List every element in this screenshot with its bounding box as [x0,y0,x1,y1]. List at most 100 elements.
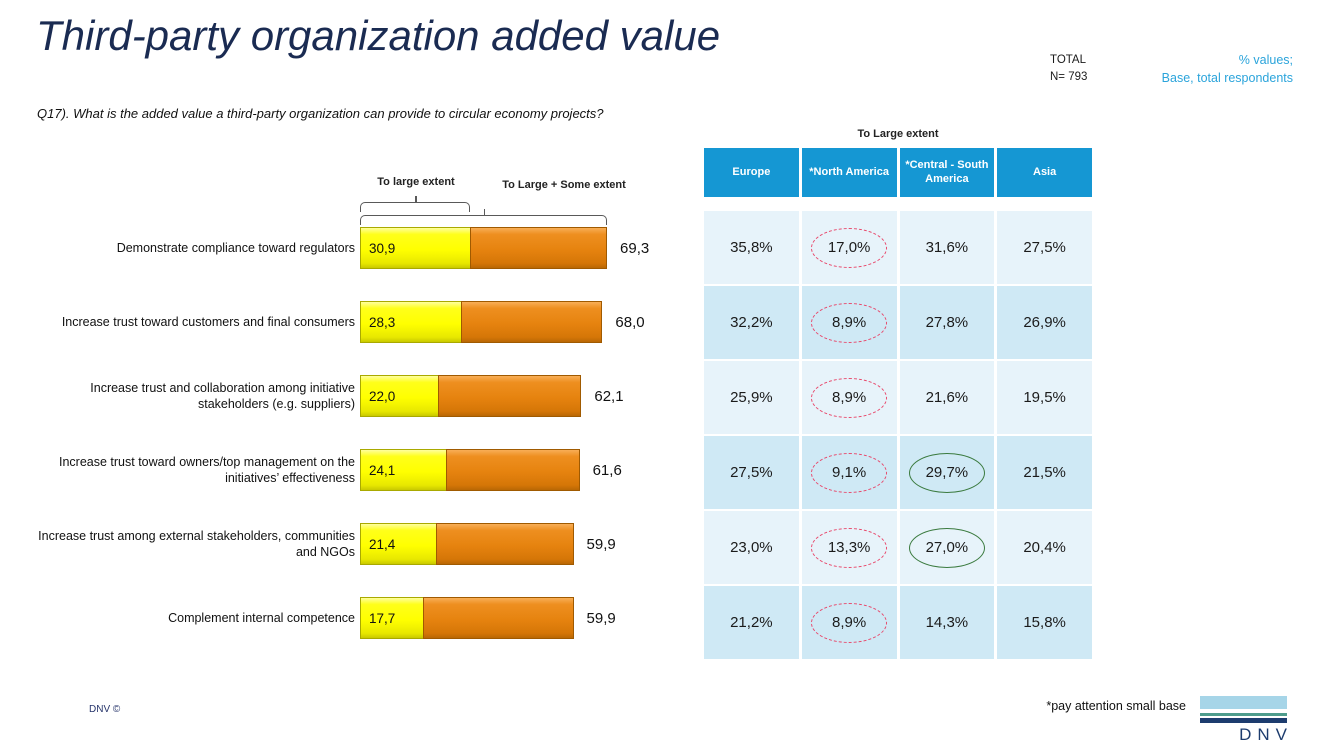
table-cell-value: 32,2% [730,314,773,331]
table-cell-value: 21,5% [1023,464,1066,481]
table-cell: 27,0% [899,511,995,584]
dnv-logo-navy-line [1200,718,1287,723]
bar-segment-some-extent [438,375,582,417]
bar-segment-to-large-extent: 24,1 [360,449,446,491]
table-cell: 21,2% [704,586,799,659]
table-cell: 26,9% [997,286,1092,359]
table-cell-value: 14,3% [925,614,969,631]
green-solid-ellipse [908,452,985,493]
red-dashed-ellipse [811,377,888,418]
table-cell-value: 21,6% [925,389,969,406]
bracket-to-large-extent [360,196,471,212]
bar-segment-some-extent [423,597,574,639]
values-note-line1: % values; [1238,53,1293,67]
bar-category-label: Increase trust toward owners/top managem… [59,454,355,485]
bar-category-label: Demonstrate compliance toward regulators [116,240,355,255]
bar-value-label: 28,3 [369,314,396,330]
table-cell-value: 26,9% [1023,314,1066,331]
table-cell-value: 27,5% [1023,239,1066,256]
region-table-body: 35,8% 17,0% 31,6% 27,5% 32,2% 8,9% 27,8% 26,9% 2… [704,211,1092,659]
page-title: Third-party organization added value [36,12,721,59]
bar-row: Demonstrate compliance toward regulators… [30,211,695,285]
red-dashed-ellipse [811,602,888,643]
table-cell: 8,9% [801,586,897,659]
table-cell-value: 19,5% [1023,389,1066,406]
bar-segment-to-large-extent: 22,0 [360,375,439,417]
bar-segment-to-large-extent: 30,9 [360,227,471,269]
bar-category-label: Increase trust toward customers and fina… [61,314,355,329]
values-note: % values; Base, total respondents [1162,52,1293,87]
bar-value-label: 24,1 [369,462,396,478]
table-cell: 23,0% [704,511,799,584]
bar-total-label: 69,3 [620,239,650,257]
table-cell: 8,9% [801,286,897,359]
table-cell-value: 21,2% [730,614,773,631]
table-title: To Large extent [857,128,939,140]
legend-to-large-plus-some-extent: To Large + Some extent [502,179,626,191]
table-cell: 9,1% [801,436,897,509]
table-cell: 27,5% [997,211,1092,284]
bar-area: 28,3 68,0 [360,301,645,343]
table-header-cell: *Central - South America [899,148,995,197]
table-cell: 32,2% [704,286,799,359]
bar-area: 30,9 69,3 [360,227,649,269]
red-dashed-ellipse [811,227,888,268]
dnv-logo-wordmark: DNV [1239,725,1293,744]
dnv-logo-teal-line [1200,713,1287,716]
values-note-line2: Base, total respondents [1161,70,1293,85]
bar-segment-to-large-extent: 17,7 [360,597,424,639]
table-header-cell: *North America [801,148,897,197]
table-cell-value: 25,9% [730,389,773,406]
table-cell: 27,5% [704,436,799,509]
table-cell: 13,3% [801,511,897,584]
bar-value-label: 22,0 [369,388,396,404]
region-table-header: Europe *North America *Central - South Ame… [704,148,1092,197]
footnote-small-base: *pay attention small base [1046,699,1186,713]
red-dashed-ellipse [811,527,888,568]
bar-row: Increase trust and collaboration among i… [30,359,695,433]
bar-row: Increase trust toward customers and fina… [30,285,695,359]
bar-category-label: Complement internal competence [168,610,355,625]
table-cell-value: 31,6% [925,239,969,256]
green-solid-ellipse [908,527,985,568]
bar-segment-some-extent [445,449,580,491]
table-cell: 27,8% [899,286,995,359]
bar-total-label: 68,0 [615,313,645,331]
bar-category-label: Increase trust and collaboration among i… [90,380,355,411]
table-header-cell: Asia [997,148,1092,197]
total-respondents-block: TOTAL N= 793 [1050,52,1087,85]
dnv-logo-lightblue-bar [1200,696,1287,709]
table-cell: 31,6% [899,211,995,284]
table-cell: 20,4% [997,511,1092,584]
question-text: Q17). What is the added value a third-pa… [37,106,604,121]
table-cell: 21,5% [997,436,1092,509]
bar-category-label: Increase trust among external stakeholde… [38,528,355,559]
bar-total-label: 61,6 [592,461,622,479]
bar-area: 21,4 59,9 [360,523,616,565]
bar-area: 22,0 62,1 [360,375,624,417]
table-cell: 25,9% [704,361,799,434]
table-cell: 21,6% [899,361,995,434]
bar-area: 17,7 59,9 [360,597,616,639]
table-cell-value: 35,8% [730,239,773,256]
table-cell-value: 20,4% [1023,539,1066,556]
red-dashed-ellipse [811,302,888,343]
table-cell-value: 15,8% [1023,614,1066,631]
bar-total-label: 59,9 [586,535,616,553]
bar-value-label: 21,4 [369,536,396,552]
bar-segment-some-extent [470,227,608,269]
bar-chart: Demonstrate compliance toward regulators… [30,211,695,655]
bracket-to-large-plus-some-extent [360,209,608,225]
dnv-logo: DNV [1200,696,1287,745]
total-n-value: N= 793 [1050,70,1088,83]
table-cell: 35,8% [704,211,799,284]
bar-segment-some-extent [460,301,603,343]
bar-value-label: 30,9 [369,240,396,256]
bar-row: Increase trust among external stakeholde… [30,507,695,581]
table-cell: 15,8% [997,586,1092,659]
bar-value-label: 17,7 [369,610,396,626]
table-cell: 29,7% [899,436,995,509]
red-dashed-ellipse [811,452,888,493]
bar-segment-to-large-extent: 21,4 [360,523,437,565]
table-header-cell: Europe [704,148,799,197]
